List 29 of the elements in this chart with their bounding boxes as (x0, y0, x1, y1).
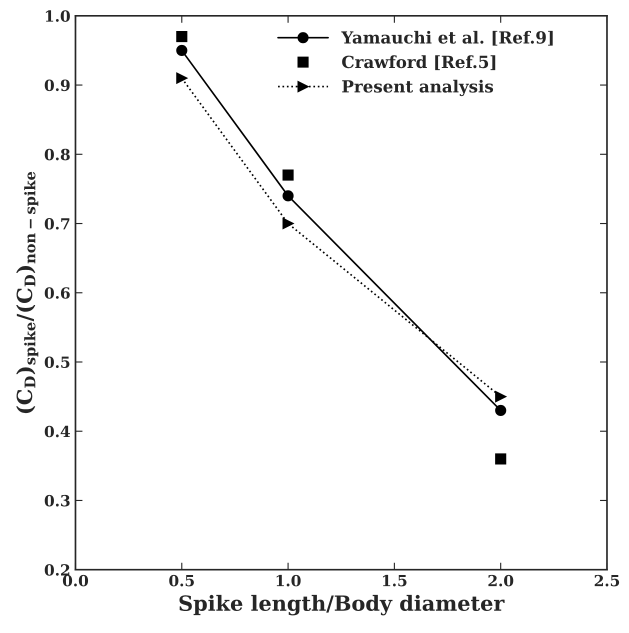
y-tick-label: 0.2 (44, 564, 70, 576)
legend-label: Present analysis (342, 80, 494, 96)
y-tick-label: 0.8 (44, 148, 70, 160)
point (176, 72, 188, 84)
y-tick-label: 0.4 (44, 426, 70, 438)
x-axis-title: Spike length/Body diameter (179, 594, 505, 616)
x-tick-label: 1.5 (382, 574, 407, 586)
point (282, 190, 294, 202)
point (495, 391, 506, 402)
point (282, 170, 294, 181)
point (176, 31, 188, 42)
legend-label: Yamauchi et al. [Ref.9] (341, 30, 553, 46)
y-tick-label: 0.3 (44, 494, 70, 506)
point (495, 453, 506, 464)
y-axis-title: (C$_{D}$)$_{spike}$/(C$_{D}$)$_{non−spike}$ (16, 172, 38, 414)
y-tick-label: 0.6 (44, 287, 70, 299)
point (495, 404, 506, 416)
x-tick-label: 2.0 (488, 574, 514, 586)
point (282, 218, 294, 230)
y-tick-label: 0.7 (44, 218, 70, 230)
y-tick-label: 0.9 (44, 80, 70, 92)
x-tick-label: 2.5 (594, 574, 620, 586)
legend-label: Crawford [Ref.5] (342, 55, 496, 70)
y-tick-label: 0.5 (44, 356, 70, 368)
x-tick-label: 0.0 (62, 574, 88, 586)
point (176, 44, 188, 56)
x-tick-label: 0.5 (169, 574, 194, 586)
y-tick-label: 1.0 (46, 10, 70, 22)
x-tick-label: 1.0 (276, 574, 301, 586)
